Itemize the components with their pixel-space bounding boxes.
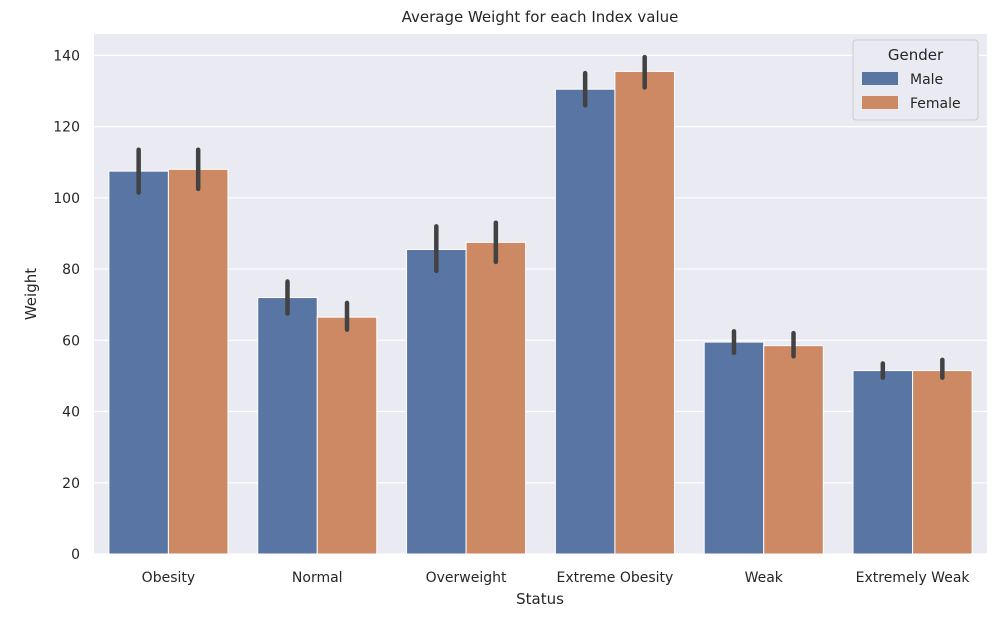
bar-male-0 (108, 170, 169, 555)
x-axis-label: Status (516, 590, 564, 608)
legend-title: Gender (888, 46, 944, 64)
x-tick-labels: Obesity Normal Overweight Extreme Obesity We… (142, 570, 971, 586)
x-tick-label: Obesity (142, 570, 195, 586)
x-tick-label: Extreme Obesity (556, 570, 673, 586)
bar-female-1 (316, 316, 378, 555)
y-tick-label: 20 (62, 476, 80, 492)
bar-male-4 (703, 341, 765, 555)
legend: Gender Male Female (852, 39, 979, 121)
x-tick-label: Overweight (426, 570, 507, 586)
bars (108, 70, 973, 555)
y-axis-label: Weight (22, 268, 40, 320)
legend-label-male: Male (910, 72, 943, 88)
bar-female-2 (465, 241, 527, 555)
y-tick-label: 80 (62, 262, 80, 278)
y-tick-label: 40 (62, 405, 80, 421)
bar-male-5 (852, 370, 914, 555)
y-tick-label: 140 (53, 48, 80, 64)
plot-area (94, 34, 987, 554)
legend-label-female: Female (910, 96, 961, 112)
error-bars (136, 54, 945, 380)
bar-female-4 (763, 345, 824, 555)
x-tick-label: Normal (292, 570, 343, 586)
x-tick-label: Weak (745, 570, 784, 586)
chart-title: Average Weight for each Index value (402, 8, 679, 26)
y-tick-label: 0 (71, 547, 80, 563)
bar-female-3 (614, 70, 675, 555)
y-tick-label: 60 (62, 333, 80, 349)
bar-female-0 (167, 168, 229, 555)
bar-male-2 (406, 248, 467, 555)
bar-male-3 (554, 88, 616, 555)
y-tick-label: 100 (53, 191, 80, 207)
bar-male-1 (257, 297, 318, 555)
legend-swatch-male (862, 72, 898, 85)
y-tick-label: 120 (53, 120, 80, 136)
bar-female-5 (912, 370, 973, 555)
y-tick-labels: 0 20 40 60 80 100 120 140 (53, 48, 80, 563)
grid-lines (94, 54, 987, 555)
x-tick-label: Extremely Weak (856, 570, 971, 586)
legend-swatch-female (862, 96, 898, 109)
